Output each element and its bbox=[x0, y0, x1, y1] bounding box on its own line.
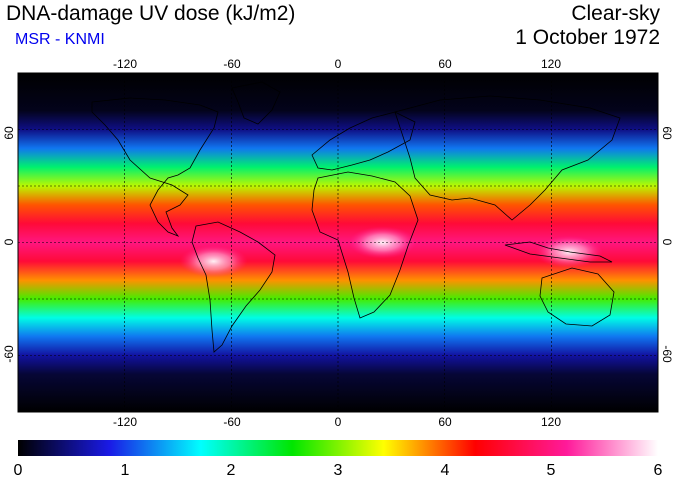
lon-tick-top-4: 60 bbox=[438, 57, 452, 71]
lon-tick-top-5: 120 bbox=[541, 57, 561, 71]
indonesia-outline bbox=[504, 241, 613, 263]
lon-tick-bottom-5: 120 bbox=[541, 415, 561, 429]
map-title: DNA-damage UV dose (kJ/m2) bbox=[6, 2, 296, 25]
lat-tick-left-2: 0 bbox=[2, 238, 16, 245]
map-frame bbox=[17, 72, 659, 413]
australia-outline bbox=[539, 267, 615, 327]
lat-tick-right-2: 0 bbox=[660, 239, 674, 246]
date-label: 1 October 1972 bbox=[515, 26, 660, 49]
lon-tick-bottom-2: -60 bbox=[223, 415, 241, 429]
lon-tick-top-2: -60 bbox=[223, 57, 241, 71]
south-america-outline bbox=[191, 221, 276, 353]
asia-outline bbox=[394, 95, 621, 221]
north-america-outline bbox=[91, 97, 219, 237]
lon-tick-bottom-1: -120 bbox=[113, 415, 137, 429]
colorbar-label-2: 2 bbox=[227, 462, 236, 479]
africa-outline bbox=[311, 171, 419, 319]
sky-condition-label: Clear-sky bbox=[571, 2, 660, 25]
lon-tick-top-3: 0 bbox=[335, 57, 342, 71]
axis-ticks: -120 -60 0 60 120 -120 -60 0 60 120 60 0… bbox=[2, 57, 674, 429]
source-label: MSR - KNMI bbox=[15, 31, 105, 48]
lon-tick-top-1: -120 bbox=[113, 57, 137, 71]
graticule bbox=[18, 73, 658, 412]
lat-tick-right-3: -60 bbox=[660, 345, 674, 363]
lon-tick-bottom-3: 0 bbox=[335, 415, 342, 429]
lat-tick-right-1: 60 bbox=[660, 126, 674, 140]
colorbar-label-3: 3 bbox=[334, 462, 343, 479]
colorbar bbox=[18, 440, 658, 456]
lat-tick-left-1: 60 bbox=[2, 126, 16, 140]
coastlines bbox=[91, 81, 621, 353]
colorbar-label-6: 6 bbox=[654, 462, 663, 479]
colorbar-label-0: 0 bbox=[14, 462, 23, 479]
greenland-outline bbox=[231, 81, 281, 125]
colorbar-label-4: 4 bbox=[441, 462, 450, 479]
lon-tick-bottom-4: 60 bbox=[438, 415, 452, 429]
europe-outline bbox=[311, 111, 416, 171]
colorbar-label-1: 1 bbox=[121, 462, 130, 479]
hotspot-2 bbox=[179, 245, 248, 278]
colorbar-label-5: 5 bbox=[547, 462, 556, 479]
lat-tick-left-3: -60 bbox=[2, 345, 16, 363]
colorbar-labels: 0 1 2 3 4 5 6 bbox=[14, 462, 663, 479]
